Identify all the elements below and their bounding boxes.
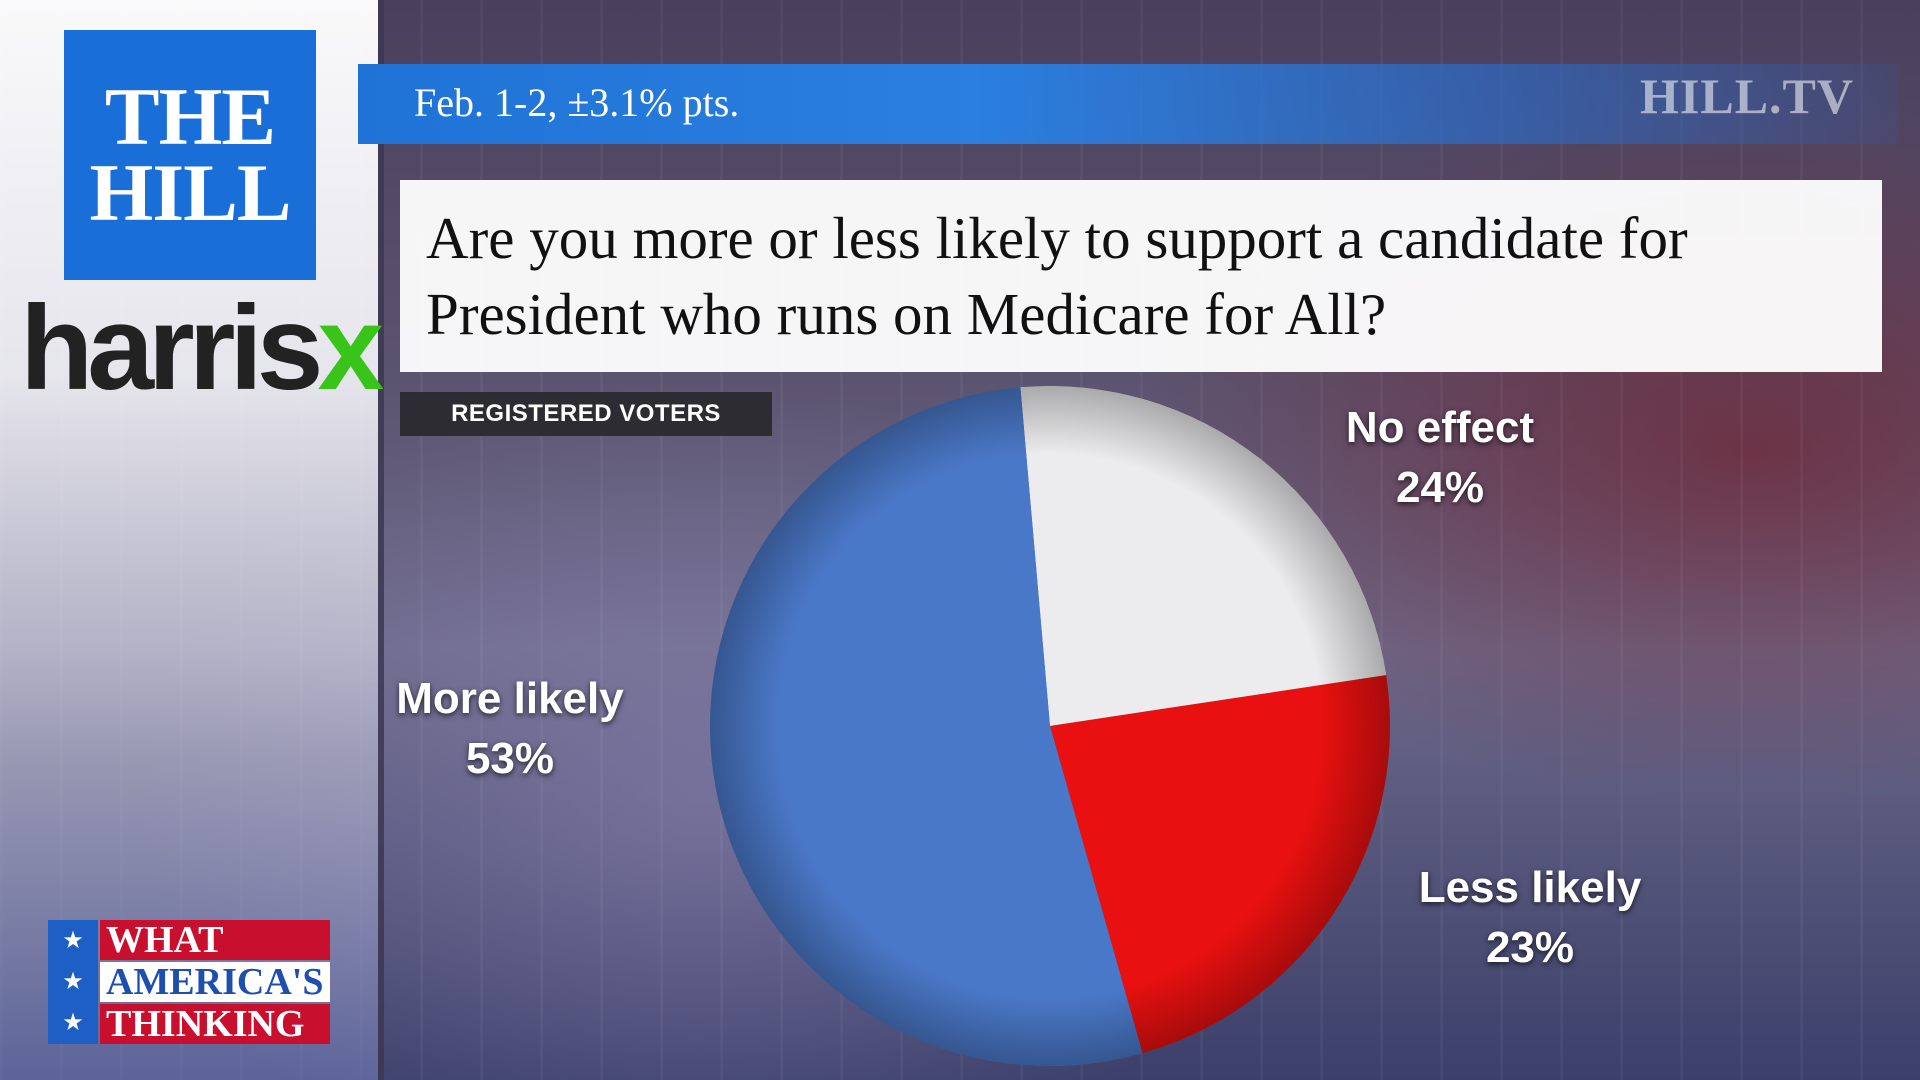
slice-label-value: 24% xyxy=(1395,463,1485,512)
brand-watermark: HILL.TV xyxy=(1640,68,1855,124)
slice-label-no-effect: No effect 24% xyxy=(1290,398,1590,518)
thehill-logo-line1: THE xyxy=(104,71,276,162)
star-icon: ★ xyxy=(62,967,84,995)
panel-divider xyxy=(378,0,384,1080)
slice-label-more-likely: More likely 53% xyxy=(360,669,660,789)
chart-title: Are you more or less likely to support a… xyxy=(426,205,1688,347)
date-bar xyxy=(358,64,1898,144)
wat-line-thinking: THINKING xyxy=(100,1004,330,1044)
slice-label-name: No effect xyxy=(1345,403,1535,452)
slice-label-value: 23% xyxy=(1485,923,1575,972)
wat-line-what: WHAT xyxy=(100,920,330,960)
harrisx-logo: harrisx xyxy=(20,288,384,408)
slice-label-less-likely: Less likely 23% xyxy=(1380,858,1680,978)
slice-label-name: More likely xyxy=(396,674,624,723)
wat-stars: ★ ★ ★ xyxy=(48,920,98,1044)
star-icon: ★ xyxy=(62,926,84,954)
harrisx-logo-text: harris xyxy=(20,281,324,415)
wat-words: WHAT AMERICA'S THINKING xyxy=(100,920,330,1044)
question-box: Are you more or less likely to support a… xyxy=(400,180,1882,372)
thehill-logo-line2: HILL xyxy=(89,147,291,238)
slice-label-name: Less likely xyxy=(1418,863,1642,912)
poll-date-note: Feb. 1-2, ±3.1% pts. xyxy=(414,80,740,125)
slice-label-value: 53% xyxy=(465,734,555,783)
star-icon: ★ xyxy=(62,1009,84,1037)
wat-line-americas: AMERICA'S xyxy=(100,962,330,1002)
what-americas-thinking-logo: ★ ★ ★ WHAT AMERICA'S THINKING xyxy=(48,920,330,1044)
harrisx-logo-x: x xyxy=(317,281,385,415)
thehill-logo: THE HILL xyxy=(64,30,316,280)
